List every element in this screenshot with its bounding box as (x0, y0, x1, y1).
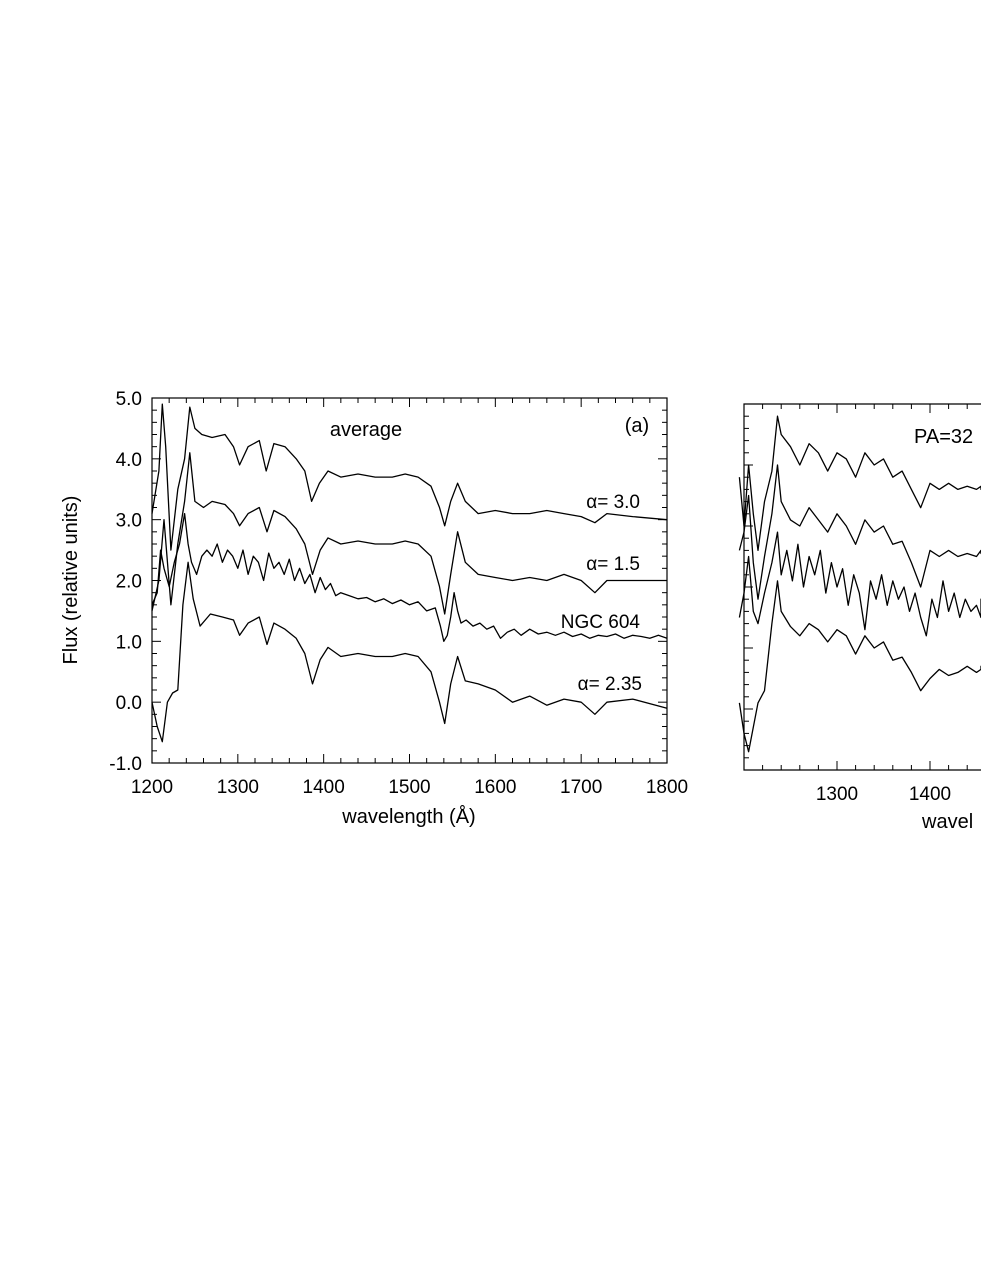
x-tick-label: 1600 (474, 777, 516, 798)
series-line-b-1 (738, 464, 981, 600)
series-label-alpha-1-5: α= 1.5 (586, 554, 640, 575)
tick-labels-b: 1300 1400 (816, 784, 951, 805)
x-tick-label: 1200 (131, 777, 173, 798)
y-tick-label: -1.0 (109, 754, 142, 775)
series-line-0 (151, 403, 668, 551)
series-line-b-3 (738, 580, 981, 753)
plot-frame-a (151, 397, 668, 764)
series-label-ngc-604: NGC 604 (561, 612, 641, 633)
panel-a-label: (a) (625, 415, 649, 437)
series-lines-a (151, 403, 668, 743)
y-tick-label: 5.0 (116, 389, 142, 410)
x-axis-title-b: wavel (921, 811, 973, 833)
series-line-2 (151, 512, 668, 642)
series-label-alpha-3: α= 3.0 (586, 492, 640, 513)
series-line-3 (151, 561, 668, 743)
panel-b-title: PA=32 (914, 426, 973, 448)
y-tick-label: 3.0 (116, 511, 142, 532)
x-tick-label-b: 1300 (816, 784, 858, 805)
series-label-alpha-2-35: α= 2.35 (578, 674, 642, 695)
x-tick-label: 1800 (646, 777, 688, 798)
ticks-b (743, 403, 968, 771)
panel-a-title: average (330, 419, 402, 441)
series-lines-b (738, 415, 981, 753)
panel-a: 1200 1300 1400 1500 1600 1700 1800 -1.0 0.0 1.0 2.… (60, 389, 688, 828)
x-tick-label: 1400 (303, 777, 345, 798)
x-tick-label: 1300 (217, 777, 259, 798)
y-tick-label: 2.0 (116, 572, 142, 593)
tick-labels-a: 1200 1300 1400 1500 1600 1700 1800 -1.0 0.0 1.0 2.… (109, 389, 688, 798)
ticks-a (151, 397, 668, 764)
x-tick-label-b: 1400 (909, 784, 951, 805)
y-axis-title-a: Flux (relative units) (60, 496, 82, 665)
panel-b: 1300 1400 PA=32 wavel (738, 403, 981, 833)
x-axis-title-a: wavelength (Å) (341, 805, 475, 828)
y-tick-label: 1.0 (116, 632, 142, 653)
y-tick-label: 4.0 (116, 450, 142, 471)
y-tick-label: 0.0 (116, 693, 142, 714)
series-line-1 (151, 452, 667, 615)
x-tick-label: 1700 (560, 777, 602, 798)
series-line-b-2 (738, 531, 981, 637)
x-tick-label: 1500 (388, 777, 430, 798)
series-line-b-0 (738, 415, 981, 552)
